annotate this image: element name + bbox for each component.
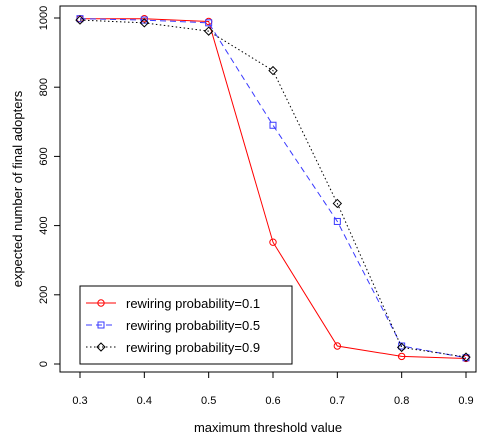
x-tick-label: 0.9	[458, 395, 473, 407]
series-layer	[75, 14, 471, 363]
series-2	[75, 15, 471, 362]
legend-marker	[97, 299, 105, 307]
legend-entry-0: rewiring probability=0.1	[86, 296, 260, 311]
x-tick-label: 0.5	[201, 395, 216, 407]
x-tick-label: 0.6	[265, 395, 280, 407]
series-2-point	[139, 18, 150, 28]
legend-marker	[97, 321, 105, 329]
y-axis: 0 200 400 600 800 1000	[38, 6, 60, 367]
y-tick-label: 0	[38, 361, 50, 367]
series-1-point	[205, 19, 213, 27]
legend: rewiring probability=0.1 rewiring probabi…	[79, 285, 293, 365]
plot-frame	[59, 5, 477, 373]
series-2-point	[461, 352, 471, 362]
x-tick-label: 0.4	[137, 395, 152, 407]
series-0-point	[333, 342, 342, 350]
legend-entry-2: rewiring probability=0.9	[86, 340, 260, 355]
x-axis-title: maximum threshold value	[194, 420, 342, 435]
y-tick-label: 1000	[38, 6, 50, 30]
series-2-point	[332, 198, 343, 209]
series-0-point	[397, 352, 406, 361]
y-tick-label: 600	[38, 147, 50, 165]
legend-label: rewiring probability=0.1	[126, 296, 260, 311]
series-1-point	[333, 217, 341, 225]
series-2-point	[268, 65, 278, 76]
series-2-point	[396, 342, 407, 353]
x-tick-label: 0.8	[394, 395, 409, 407]
x-tick-label: 0.7	[330, 395, 345, 407]
legend-marker	[96, 342, 106, 352]
y-axis-title: expected number of final adopters	[10, 90, 25, 287]
legend-entry-1: rewiring probability=0.5	[86, 318, 260, 333]
x-axis: 0.3 0.4 0.5 0.6 0.7 0.8 0.9	[72, 372, 474, 407]
series-0-point	[269, 238, 277, 246]
y-tick-label: 400	[38, 216, 50, 234]
series-2-point	[203, 26, 214, 36]
x-tick-label: 0.3	[72, 395, 87, 407]
legend-label: rewiring probability=0.5	[126, 318, 260, 333]
series-1-line	[79, 18, 467, 359]
y-tick-label: 800	[38, 78, 50, 96]
legend-label: rewiring probability=0.9	[126, 340, 260, 355]
series-2-point	[75, 15, 85, 25]
y-tick-label: 200	[38, 286, 50, 304]
series-2-line	[79, 19, 467, 358]
series-1-point	[269, 121, 277, 129]
legend-box	[79, 285, 293, 365]
